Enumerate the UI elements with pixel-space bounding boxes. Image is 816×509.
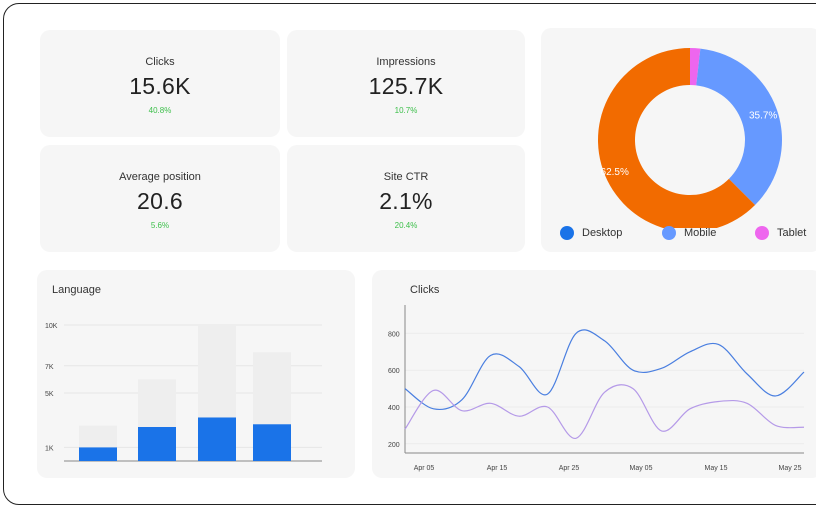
donut-slice-desktop — [598, 48, 756, 228]
kpi-delta: 20.4% — [394, 221, 418, 230]
legend-desktop[interactable]: Desktop — [560, 226, 622, 240]
y-tick-label: 800 — [388, 331, 400, 338]
legend-label: Tablet — [777, 227, 807, 239]
kpi-value: 125.7K — [368, 73, 444, 99]
device-donut-chart: 35.7% 62.5% — [598, 48, 782, 228]
legend-label: Desktop — [582, 227, 623, 239]
mobile-dot-icon — [662, 226, 676, 240]
clicks-line-chart: 800 600 400 200 Apr 05 Apr 15 Apr 25 May 05 May … — [388, 305, 805, 472]
kpi-label: Average position — [119, 171, 201, 183]
kpi-label: Clicks — [145, 56, 175, 68]
kpi-delta: 10.7% — [394, 106, 418, 115]
series-line-blue — [404, 329, 805, 411]
donut-slice-label: 35.7% — [749, 110, 777, 121]
language-chart-card: Language 10K 7K 5K 1K — [37, 270, 355, 478]
y-tick-label: 1K — [45, 445, 54, 452]
kpi-label: Site CTR — [383, 171, 429, 183]
y-tick-label: 200 — [388, 442, 400, 449]
kpi-value: 2.1% — [379, 188, 433, 214]
legend-tablet[interactable]: Tablet — [755, 226, 806, 240]
device-donut-card: 35.7% 62.5% Desktop Mobile Tablet — [541, 28, 816, 252]
x-tick-label: Apr 15 — [487, 465, 508, 472]
kpi-delta: 5.6% — [150, 221, 170, 230]
clicks-chart-card: Clicks 800 600 400 200 Apr 05 Apr 15 Apr 25 May… — [372, 270, 816, 478]
kpi-card-impressions[interactable]: Impressions 125.7K 10.7% — [287, 30, 525, 137]
x-tick-label: May 05 — [630, 465, 653, 472]
y-tick-label: 600 — [388, 368, 400, 375]
bar-part — [253, 424, 291, 461]
donut-slice-label: 62.5% — [601, 167, 629, 178]
series-line-purple — [404, 384, 805, 439]
desktop-dot-icon — [560, 226, 574, 240]
donut-slice-mobile — [696, 48, 782, 206]
donut-slice-tablet — [690, 48, 701, 86]
y-tick-label: 10K — [45, 323, 58, 330]
x-tick-label: May 25 — [779, 465, 802, 472]
y-tick-label: 400 — [388, 405, 400, 412]
x-tick-label: Apr 25 — [559, 465, 580, 472]
bar-part — [79, 447, 117, 461]
tablet-dot-icon — [755, 226, 769, 240]
legend-mobile[interactable]: Mobile — [662, 226, 716, 240]
chart-title: Clicks — [410, 284, 440, 296]
kpi-card-clicks[interactable]: Clicks 15.6K 40.8% — [40, 30, 280, 137]
kpi-card-average-position[interactable]: Average position 20.6 5.6% — [40, 145, 280, 252]
chart-title: Language — [52, 284, 101, 296]
x-tick-label: May 15 — [705, 465, 728, 472]
kpi-value: 20.6 — [137, 188, 183, 214]
bar-part — [138, 427, 176, 461]
x-tick-label: Apr 05 — [414, 465, 435, 472]
language-bar-chart: 10K 7K 5K 1K — [45, 323, 322, 462]
kpi-label: Impressions — [376, 56, 436, 68]
y-tick-label: 7K — [45, 364, 54, 371]
y-tick-label: 5K — [45, 391, 54, 398]
kpi-card-site-ctr[interactable]: Site CTR 2.1% 20.4% — [287, 145, 525, 252]
kpi-value: 15.6K — [129, 73, 191, 99]
kpi-delta: 40.8% — [148, 106, 172, 115]
legend-label: Mobile — [684, 227, 717, 239]
bar-part — [198, 417, 236, 461]
